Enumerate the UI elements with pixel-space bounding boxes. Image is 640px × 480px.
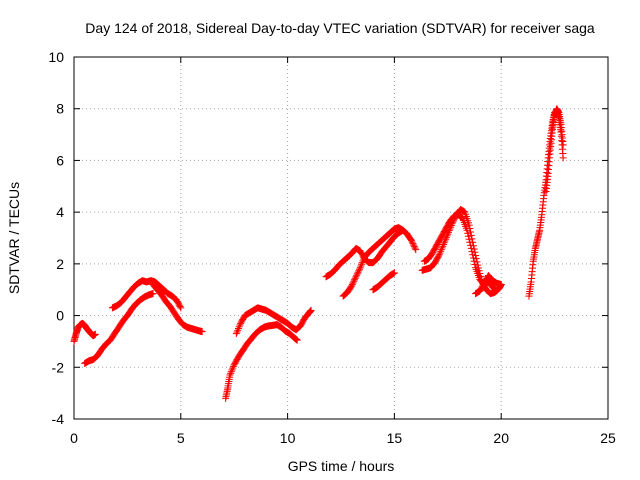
data-point bbox=[358, 260, 366, 268]
data-point bbox=[351, 276, 359, 284]
data-point bbox=[437, 247, 445, 255]
data-point bbox=[352, 273, 360, 281]
data-point bbox=[236, 321, 244, 329]
data-point bbox=[469, 251, 477, 259]
data-point bbox=[435, 251, 443, 259]
data-point bbox=[357, 262, 365, 270]
data-point bbox=[350, 277, 358, 285]
data-point bbox=[470, 257, 478, 265]
data-point bbox=[307, 306, 315, 314]
data-point bbox=[409, 240, 417, 248]
data-point bbox=[465, 235, 473, 243]
data-markers bbox=[70, 105, 567, 402]
x-tick-label: 20 bbox=[493, 430, 509, 446]
data-point bbox=[91, 330, 99, 338]
data-point bbox=[353, 271, 361, 279]
data-point bbox=[410, 243, 418, 251]
data-point bbox=[464, 232, 472, 240]
axis-ticks bbox=[73, 56, 609, 420]
grid-lines bbox=[74, 57, 608, 419]
data-point bbox=[497, 281, 505, 289]
data-point bbox=[349, 279, 357, 287]
x-axis-label: GPS time / hours bbox=[288, 458, 395, 474]
data-point bbox=[469, 254, 477, 262]
data-point bbox=[463, 226, 471, 234]
data-point bbox=[227, 369, 235, 377]
data-point bbox=[559, 141, 567, 149]
data-point bbox=[356, 265, 364, 273]
chart-title: Day 124 of 2018, Sidereal Day-to-day VTE… bbox=[85, 20, 595, 36]
y-tick-labels: -4 -2 0 2 4 6 8 10 bbox=[48, 49, 64, 427]
data-point bbox=[355, 267, 363, 275]
y-tick-label: 0 bbox=[56, 308, 64, 324]
data-point bbox=[467, 241, 475, 249]
data-point bbox=[468, 248, 476, 256]
data-point bbox=[348, 282, 356, 290]
x-tick-label: 25 bbox=[600, 430, 616, 446]
data-point bbox=[358, 259, 366, 267]
y-axis-label: SDTVAR / TECUs bbox=[6, 182, 22, 294]
data-point bbox=[408, 238, 416, 246]
data-point bbox=[234, 326, 242, 334]
data-point bbox=[437, 246, 445, 254]
x-tick-label: 15 bbox=[387, 430, 403, 446]
data-point bbox=[440, 239, 448, 247]
y-tick-label: 4 bbox=[56, 204, 64, 220]
data-point bbox=[464, 229, 472, 237]
y-tick-label: 10 bbox=[48, 49, 64, 65]
data-point bbox=[438, 244, 446, 252]
data-point bbox=[412, 246, 420, 254]
y-tick-label: 8 bbox=[56, 101, 64, 117]
data-point bbox=[465, 221, 473, 229]
data-point bbox=[233, 328, 241, 336]
y-tick-label: -2 bbox=[52, 359, 65, 375]
data-point bbox=[466, 238, 474, 246]
data-point bbox=[226, 371, 234, 379]
data-point bbox=[177, 304, 185, 312]
data-point bbox=[229, 362, 237, 370]
data-point bbox=[467, 228, 475, 236]
data-point bbox=[435, 252, 443, 260]
y-tick-label: 6 bbox=[56, 152, 64, 168]
data-point bbox=[228, 366, 236, 374]
data-point bbox=[348, 280, 356, 288]
data-point bbox=[232, 330, 240, 338]
data-point bbox=[390, 269, 398, 277]
y-tick-label: 2 bbox=[56, 256, 64, 272]
data-point bbox=[354, 268, 362, 276]
x-tick-label: 5 bbox=[177, 430, 185, 446]
data-point bbox=[229, 364, 237, 372]
data-point bbox=[351, 274, 359, 282]
data-point bbox=[440, 240, 448, 248]
data-point bbox=[293, 336, 301, 344]
data-point bbox=[356, 264, 364, 272]
x-tick-labels: 0 5 10 15 20 25 bbox=[70, 430, 616, 446]
data-point bbox=[399, 226, 407, 234]
x-tick-label: 10 bbox=[280, 430, 296, 446]
data-point bbox=[227, 368, 235, 376]
data-point bbox=[471, 261, 479, 269]
data-point bbox=[467, 244, 475, 252]
y-tick-label: -4 bbox=[52, 411, 65, 427]
data-point bbox=[198, 328, 206, 336]
data-point bbox=[492, 286, 500, 294]
data-point bbox=[467, 231, 475, 239]
data-point bbox=[493, 287, 501, 295]
data-point bbox=[410, 241, 418, 249]
data-point bbox=[559, 154, 567, 162]
plot-frame bbox=[73, 56, 609, 420]
data-point bbox=[407, 237, 415, 245]
data-point bbox=[492, 286, 500, 294]
data-point bbox=[149, 290, 157, 298]
data-point bbox=[411, 244, 419, 252]
data-point bbox=[234, 325, 242, 332]
data-point bbox=[235, 323, 243, 331]
data-point bbox=[439, 242, 447, 250]
data-point bbox=[176, 303, 184, 311]
data-point bbox=[353, 270, 361, 278]
data-point bbox=[359, 257, 367, 265]
data-point bbox=[436, 249, 444, 257]
x-tick-label: 0 bbox=[70, 430, 78, 446]
